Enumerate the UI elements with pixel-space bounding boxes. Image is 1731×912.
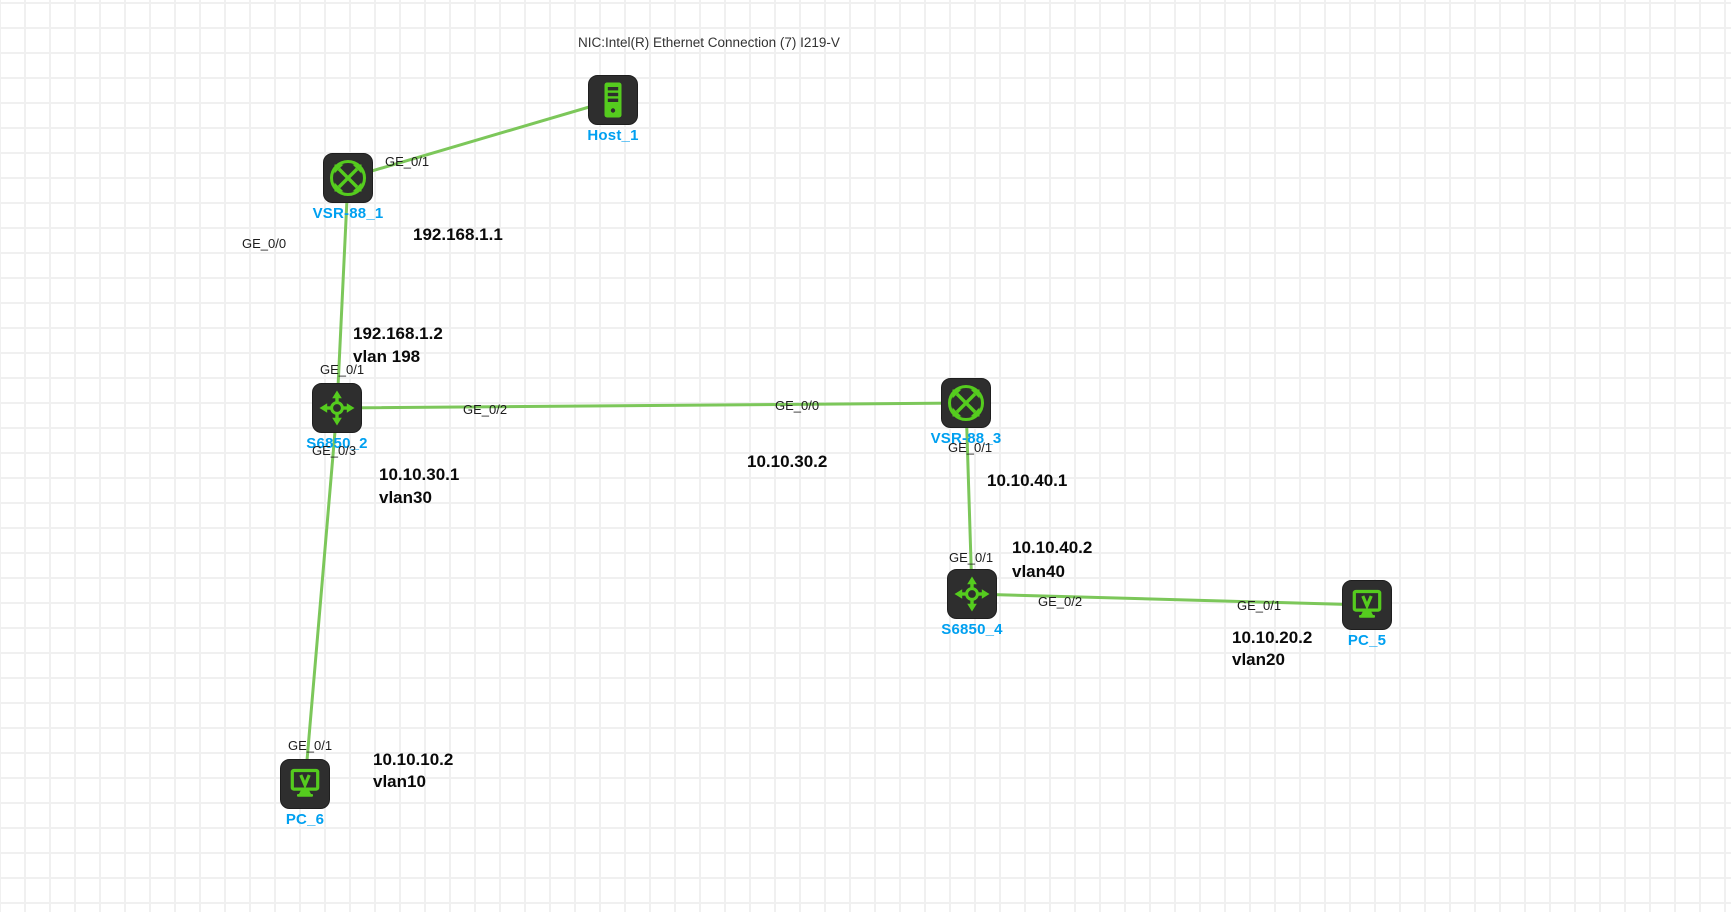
router-icon: [323, 153, 373, 207]
link-host1-vsr1[interactable]: [346, 98, 615, 180]
port-label: GE_0/1: [288, 738, 333, 753]
annotation-text[interactable]: vlan30: [379, 488, 432, 507]
port-label: GE_0/1: [320, 362, 365, 377]
link-vsr1-s2[interactable]: [335, 176, 350, 410]
host-icon: [588, 75, 638, 129]
device-label: S6850_2: [306, 435, 368, 452]
annotation-text[interactable]: vlan20: [1232, 650, 1285, 669]
link-s2-vsr3[interactable]: [335, 401, 968, 410]
device-s6850_4[interactable]: S6850_4: [941, 569, 1003, 638]
annotation-text[interactable]: 192.168.1.1: [413, 225, 503, 244]
annotation-text[interactable]: 192.168.1.2: [353, 324, 443, 343]
link-s4-pc5[interactable]: [970, 592, 1369, 607]
annotation-text[interactable]: vlan40: [1012, 562, 1065, 581]
switch-icon: [312, 383, 362, 437]
device-pc_6[interactable]: PC_6: [280, 759, 330, 828]
port-label: GE_0/2: [463, 402, 508, 417]
port-label: GE_0/0: [775, 398, 820, 413]
device-label: Host_1: [587, 127, 639, 144]
device-host_1[interactable]: Host_1: [587, 75, 638, 144]
device-s6850_2[interactable]: S6850_2: [306, 383, 368, 452]
device-label: VSR-88_3: [930, 430, 1002, 447]
link-s2-pc6[interactable]: [303, 406, 339, 786]
pc-icon: [280, 759, 330, 813]
annotation-text[interactable]: 10.10.20.2: [1232, 628, 1313, 647]
annotation-text[interactable]: vlan10: [373, 772, 426, 791]
link-vsr3-s4[interactable]: [964, 401, 974, 596]
port-label: GE_0/1: [948, 440, 993, 455]
annotation-text[interactable]: 10.10.40.2: [1012, 538, 1093, 557]
pc-icon: [1342, 580, 1392, 634]
port-label: GE_0/2: [1038, 594, 1083, 609]
device-label: S6850_4: [941, 621, 1003, 638]
annotation-text[interactable]: 10.10.30.2: [747, 452, 828, 471]
device-label: VSR-88_1: [312, 205, 384, 222]
device-label: PC_6: [285, 811, 325, 828]
port-label: GE_0/1: [385, 154, 430, 169]
device-vsr-88_3[interactable]: VSR-88_3: [931, 378, 1001, 447]
switch-icon: [947, 569, 997, 623]
port-label: GE_0/1: [1237, 598, 1282, 613]
device-pc_5[interactable]: PC_5: [1342, 580, 1392, 649]
device-vsr-88_1[interactable]: VSR-88_1: [313, 153, 383, 222]
router-icon: [941, 378, 991, 432]
annotation-text[interactable]: 10.10.10.2: [373, 750, 454, 769]
port-label: GE_0/1: [949, 550, 994, 565]
annotation-text[interactable]: vlan 198: [353, 347, 421, 366]
annotation-text[interactable]: 10.10.40.1: [987, 471, 1068, 490]
device-label: PC_5: [1347, 632, 1387, 649]
port-label: GE_0/0: [242, 236, 287, 251]
annotation-text[interactable]: 10.10.30.1: [379, 465, 460, 484]
nic-binding-note: NIC:Intel(R) Ethernet Connection (7) I21…: [578, 35, 840, 50]
port-label: GE_0/3: [312, 443, 357, 458]
